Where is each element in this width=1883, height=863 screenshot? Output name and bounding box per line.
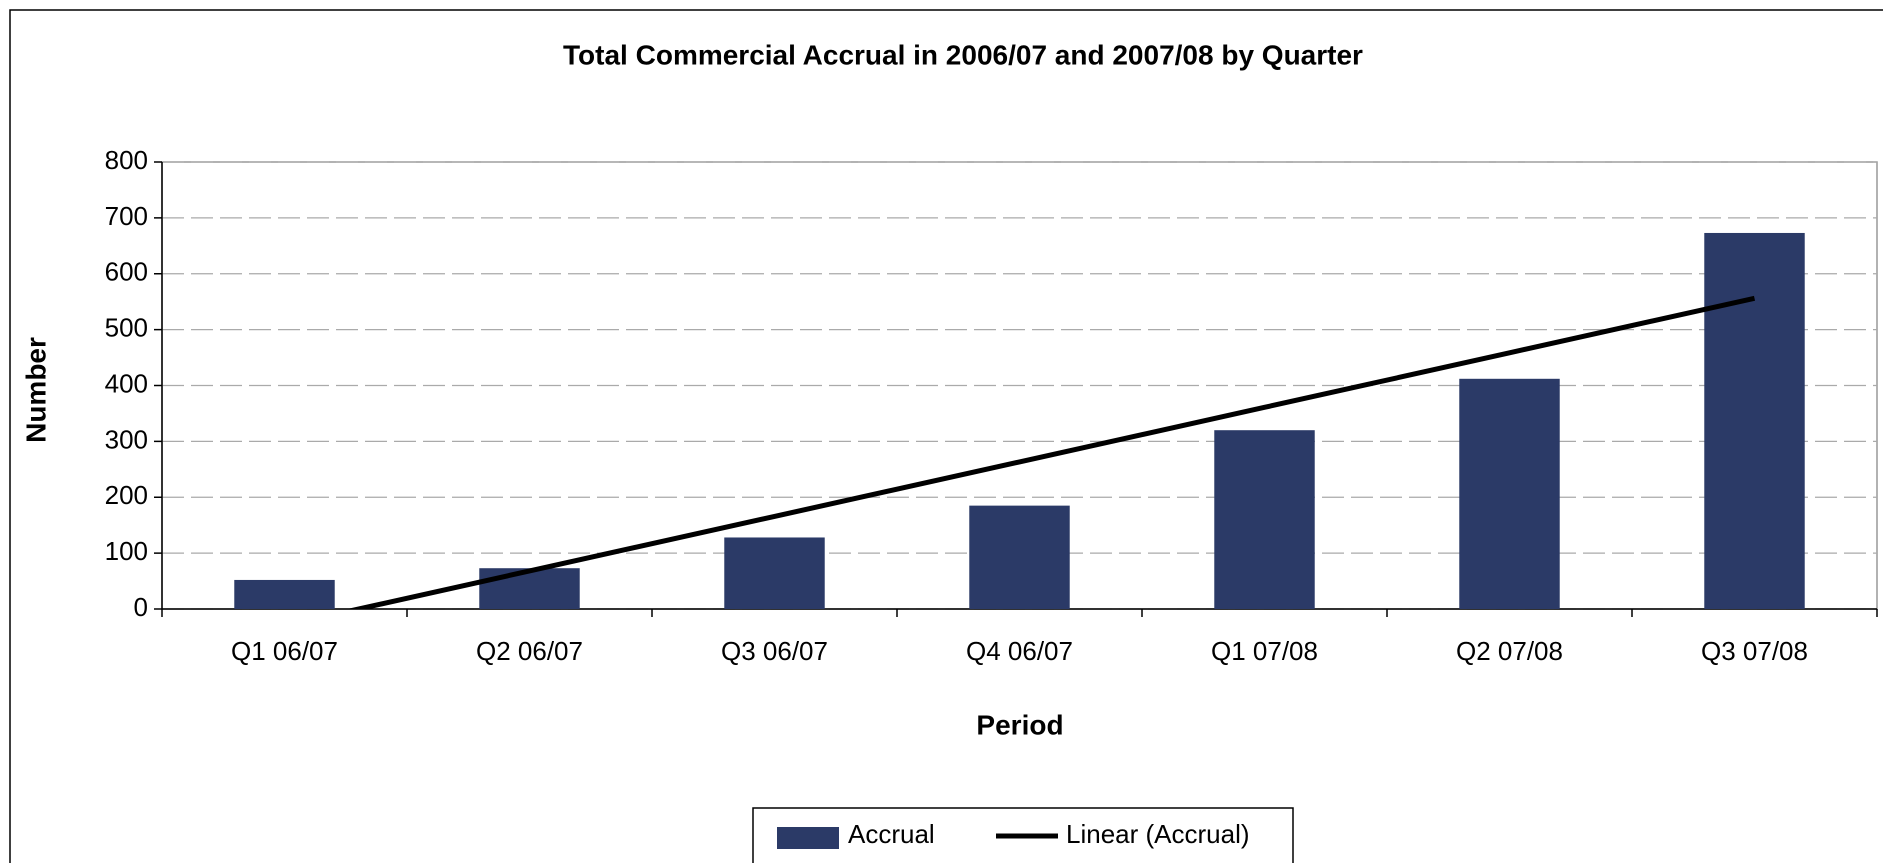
y-tick-label: 600: [105, 257, 148, 287]
x-tick-label: Q2 07/08: [1456, 636, 1563, 666]
y-tick-label: 800: [105, 145, 148, 175]
y-tick-label: 700: [105, 201, 148, 231]
bar: [234, 579, 335, 609]
x-tick-label: Q3 06/07: [721, 636, 828, 666]
bar: [1214, 430, 1315, 609]
y-tick-label: 100: [105, 536, 148, 566]
y-tick-label: 400: [105, 368, 148, 398]
y-tick-label: 300: [105, 424, 148, 454]
x-tick-label: Q2 06/07: [476, 636, 583, 666]
x-tick-label: Q1 06/07: [231, 636, 338, 666]
legend-swatch: [777, 827, 839, 849]
x-tick-label: Q4 06/07: [966, 636, 1073, 666]
bar: [969, 505, 1070, 609]
chart-title: Total Commercial Accrual in 2006/07 and …: [563, 39, 1363, 70]
bar: [724, 537, 825, 609]
legend-label: Accrual: [848, 819, 935, 849]
bar: [1704, 232, 1805, 609]
chart-border: [9, 9, 1883, 863]
trend-line: [347, 295, 1756, 609]
legend-label: Linear (Accrual): [1066, 819, 1250, 849]
y-tick-label: 0: [134, 592, 148, 622]
y-axis-label: Number: [20, 337, 51, 443]
x-tick-label: Q3 07/08: [1701, 636, 1808, 666]
x-axis-label: Period: [976, 709, 1063, 740]
bar: [1459, 378, 1560, 609]
y-tick-label: 200: [105, 480, 148, 510]
bar: [479, 568, 580, 609]
x-tick-label: Q1 07/08: [1211, 636, 1318, 666]
y-tick-label: 500: [105, 313, 148, 343]
